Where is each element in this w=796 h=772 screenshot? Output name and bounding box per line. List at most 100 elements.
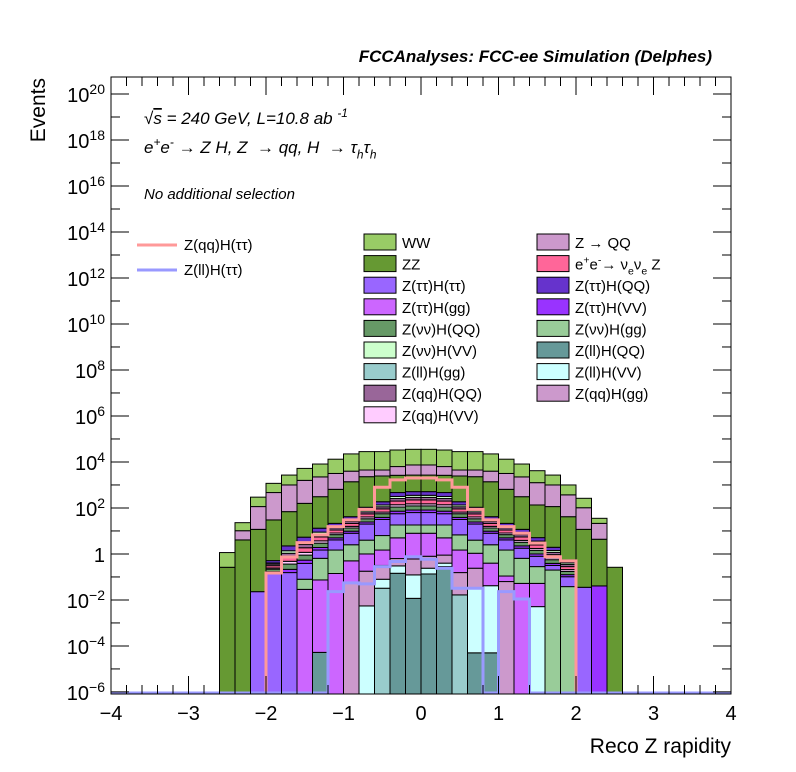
histogram-bar <box>327 458 344 474</box>
text-segment: Z(qq)H(gg) <box>575 386 648 403</box>
histogram-bar <box>343 470 360 483</box>
legend-signal-lines: Z(qq)H(ττ) Z(ll)H(ττ) <box>137 237 253 279</box>
histogram-bar <box>250 506 267 530</box>
legend-label: Z(qq)H(gg) <box>575 386 648 403</box>
histogram-bar <box>296 578 313 590</box>
histogram-bar <box>374 518 391 537</box>
histogram-bar <box>312 527 329 533</box>
y-tick-label: 1016 <box>67 173 105 199</box>
histogram-bar <box>529 537 546 542</box>
y-tick-label: 102 <box>75 495 105 521</box>
histogram-bar <box>312 536 329 542</box>
legend-label: Z(ll)H(VV) <box>575 365 642 382</box>
histogram-bar <box>250 496 267 508</box>
legend-color-swatch <box>536 341 570 359</box>
text-segment: Z <box>647 257 660 274</box>
histogram-bar <box>467 652 484 695</box>
histogram-bar <box>420 512 437 526</box>
histogram-bar <box>358 451 375 471</box>
histogram-bar <box>343 560 360 584</box>
histogram-bar <box>358 476 375 508</box>
histogram-bar <box>560 494 577 518</box>
histogram-bar <box>482 532 499 546</box>
legend-entry: Z(ττ)H(gg) <box>363 298 471 317</box>
stacked-histograms <box>219 448 623 695</box>
histogram-bar <box>389 524 406 539</box>
histogram-bar <box>281 563 298 570</box>
histogram-bar <box>405 505 422 511</box>
text-segment: + <box>153 135 160 149</box>
histogram-bar <box>343 582 360 695</box>
histogram-bar <box>560 516 577 561</box>
histogram-bar <box>312 557 329 581</box>
text-segment: h <box>357 147 364 161</box>
x-tick-label: 2 <box>570 703 581 725</box>
histogram-bar <box>327 549 344 574</box>
text-segment: √ <box>144 109 154 128</box>
histogram-bar <box>358 553 375 572</box>
histogram-bar <box>405 448 422 466</box>
histogram-bar <box>358 570 375 607</box>
histogram-bar <box>405 524 422 534</box>
histogram-bar <box>389 572 406 695</box>
legend-label: Z(ττ)H(ττ) <box>402 278 466 295</box>
histogram-bar <box>358 539 375 555</box>
x-tick-label: 3 <box>648 703 659 725</box>
legend-entry: Z(ττ)H(QQ) <box>536 276 650 295</box>
histogram-bar <box>544 484 561 508</box>
histogram-bar <box>467 552 484 569</box>
histogram-bar <box>343 532 360 546</box>
y-tick-exponent: 14 <box>89 219 105 235</box>
y-tick-exponent: 4 <box>97 449 105 465</box>
y-tick-base: 10 <box>67 131 89 153</box>
y-tick-exponent: 16 <box>89 173 105 189</box>
histogram-bar <box>482 544 499 564</box>
histogram-bar <box>296 562 313 580</box>
histogram-bar <box>498 472 515 490</box>
histogram-bar <box>420 524 437 534</box>
legend-entry: Z(qq)H(VV) <box>363 406 479 425</box>
text-segment: Z(ττ)H(QQ) <box>575 278 650 295</box>
histogram-bar <box>281 545 298 552</box>
overlay-line <box>111 555 731 695</box>
histogram-bar <box>436 562 453 568</box>
y-tick-exponent: −6 <box>89 679 105 695</box>
legend-entry: Z(ll)H(gg) <box>363 363 465 382</box>
x-tick-label: 0 <box>415 703 426 725</box>
histogram-bar <box>312 476 329 498</box>
histogram-bar <box>374 587 391 695</box>
legend-color-swatch <box>536 233 570 251</box>
histogram-bar <box>374 549 391 566</box>
y-tick-exponent: −2 <box>89 587 105 603</box>
histogram-bar <box>358 523 375 541</box>
histogram-bar <box>451 594 468 695</box>
y-tick-label: 1014 <box>67 219 105 245</box>
legend-label: Z(qq)H(ττ) <box>184 237 253 254</box>
legend-color-swatch <box>363 341 397 359</box>
legend-color-swatch <box>363 298 397 316</box>
histogram-bar <box>513 557 530 584</box>
histogram-bar <box>312 463 329 478</box>
histogram-bar <box>513 536 530 541</box>
legend-entry: Z(ll)H(VV) <box>536 363 642 382</box>
x-axis-tick-labels: −4 −3 −2 −1 0 1 2 3 4 <box>100 703 737 725</box>
histogram-bar <box>575 528 592 588</box>
histogram-bar <box>374 469 391 477</box>
histogram-bar <box>467 539 484 554</box>
text-segment: Z(ll)H(ττ) <box>184 262 243 279</box>
text-segment: -1 <box>337 106 348 120</box>
text-segment: Z → QQ <box>575 235 631 252</box>
histogram-bar <box>405 464 422 476</box>
legend-label: e+e-→ νeνe Z <box>575 254 661 277</box>
legend-entry: Z(νν)H(gg) <box>536 319 647 338</box>
histogram-bar <box>389 565 406 574</box>
histogram-bar <box>560 586 577 695</box>
y-tick-label: 10−2 <box>67 587 105 613</box>
text-segment: Z(νν)H(gg) <box>575 321 647 338</box>
y-tick-base: 10 <box>75 407 97 429</box>
histogram-bar <box>467 523 484 541</box>
histogram-bar <box>389 500 406 506</box>
histogram-bar <box>544 559 561 564</box>
histogram-bar <box>296 554 313 561</box>
